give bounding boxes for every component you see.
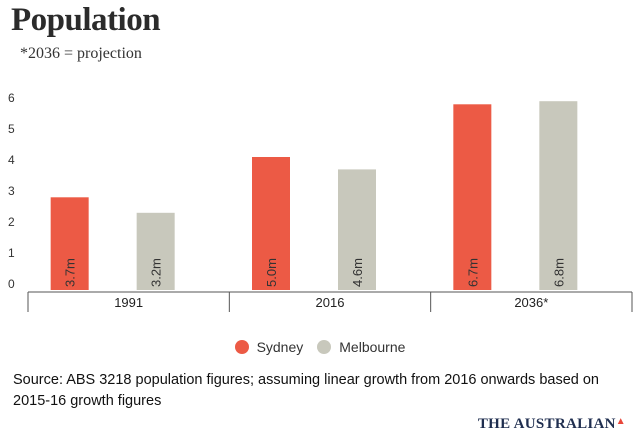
chart-subtitle: *2036 = projection [20,45,142,62]
y-tick-label: 4 [8,153,15,167]
y-tick-label: 1 [8,246,15,260]
y-tick-label: 0 [8,277,15,291]
legend-item-melbourne: Melbourne [317,339,405,355]
chart-title: Population [11,2,161,38]
sydney-swatch-icon [234,340,249,354]
x-category-label: 2036* [514,295,548,310]
bar-value-label: 4.6m [350,258,365,287]
population-bar-chart: 0 1 2 3 4 5 6 3.7m 3.2m 1991 5.0m 4.6m 2016 6.7m 6.8m2… [8,91,633,312]
chart-legend: Sydney Melbourne [0,339,640,355]
y-tick-label: 3 [8,184,15,198]
y-tick-label: 5 [8,122,15,136]
bar-value-label: 6.8m [551,258,566,287]
legend-label-sydney: Sydney [256,339,304,355]
source-note: Source: ABS 3218 population figures; ass… [13,372,599,409]
bar-melbourne [338,169,376,290]
x-category-label: 2016 [316,295,345,310]
bar-sydney [453,104,492,290]
bar-value-label: 5.0m [264,258,279,287]
legend-item-sydney: Sydney [234,339,304,355]
y-tick-label: 2 [8,215,15,229]
bar-melbourne [136,212,175,290]
bar-value-label: 3.2m [149,258,164,287]
bar-value-label: 3.7m [63,258,78,287]
bar-sydney [50,197,89,290]
x-category-label: 1991 [114,295,143,310]
bar-value-label: 6.7m [465,258,480,287]
brand-logo: THE AUSTRALIAN▲ [477,416,626,432]
bar-melbourne [539,101,578,290]
melbourne-swatch-icon [317,340,332,354]
y-tick-label: 6 [8,91,15,105]
bar-sydney [252,157,290,290]
legend-label-melbourne: Melbourne [339,339,406,355]
